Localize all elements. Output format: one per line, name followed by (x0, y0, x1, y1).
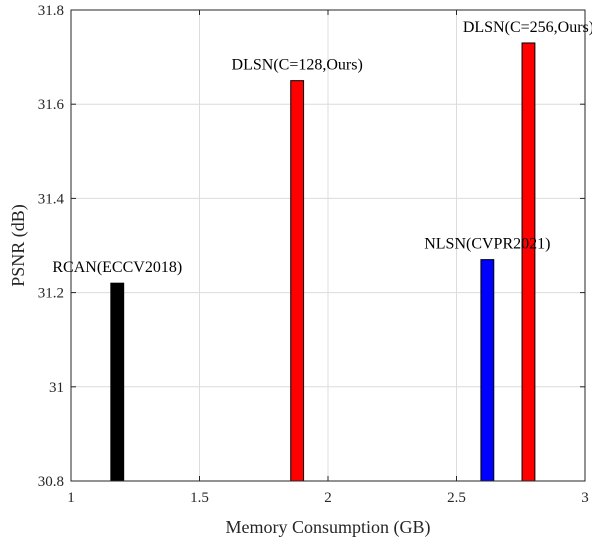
x-tick-label: 3 (581, 490, 589, 506)
bar (110, 282, 125, 482)
y-tick-label: 31.2 (38, 286, 64, 302)
bars-layer (110, 42, 536, 482)
ticks-layer: 1 1.5 2 2.5 3 30.8 31 31.2 31.4 31.6 31.8 (38, 3, 589, 506)
y-tick-label: 31.4 (38, 191, 65, 207)
y-tick-label: 31 (49, 380, 64, 396)
y-axis-title: PSNR (dB) (8, 204, 29, 287)
x-tick-label: 2 (324, 490, 332, 506)
bar-label: NLSN(CVPR2021) (424, 236, 550, 253)
x-tick-label: 2.5 (447, 490, 466, 506)
labels-layer: RCAN(ECCV2018) DLSN(C=128,Ours) NLSN(CVPR2… (52, 19, 592, 276)
grid-layer (71, 10, 585, 481)
x-tick-label: 1 (67, 490, 75, 506)
y-tick-label: 30.8 (38, 474, 64, 490)
bar (290, 80, 305, 482)
y-tick-label: 31.6 (38, 97, 65, 113)
bar-label: RCAN(ECCV2018) (52, 259, 182, 276)
bar (521, 42, 536, 482)
bar-label: DLSN(C=128,Ours) (232, 57, 363, 74)
y-tick-label: 31.8 (38, 3, 64, 19)
bar-label: DLSN(C=256,Ours) (463, 19, 592, 36)
bar (480, 259, 495, 482)
x-axis-title: Memory Consumption (GB) (226, 517, 431, 538)
x-tick-label: 1.5 (190, 490, 209, 506)
